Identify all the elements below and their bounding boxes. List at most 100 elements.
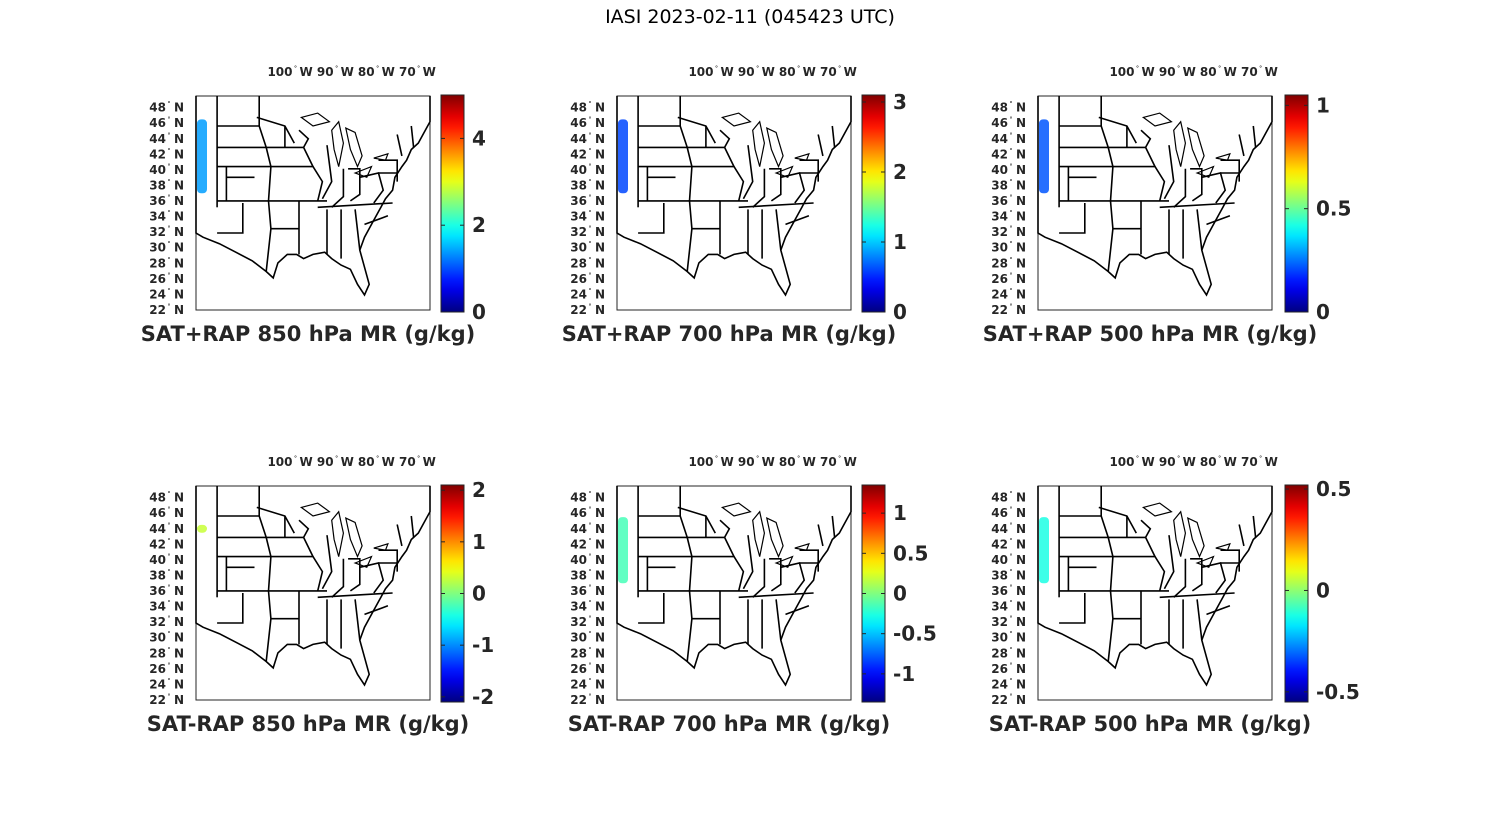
lat-tick-degree: ° xyxy=(168,631,171,638)
state-boundary xyxy=(1163,535,1175,590)
lon-tick-hemisphere: W xyxy=(1265,65,1278,79)
lon-tick-degree: ° xyxy=(417,65,420,72)
state-boundary xyxy=(348,557,361,592)
lat-tick-hemisphere: N xyxy=(595,522,605,536)
lat-tick-hemisphere: N xyxy=(595,303,605,317)
lat-tick-hemisphere: N xyxy=(174,506,184,520)
state-boundary xyxy=(298,519,310,538)
lat-tick-label: 46 xyxy=(991,506,1008,520)
lat-tick-degree: ° xyxy=(1010,553,1013,560)
lat-tick-degree: ° xyxy=(1010,677,1013,684)
lat-tick-degree: ° xyxy=(168,646,171,653)
lat-tick-hemisphere: N xyxy=(595,116,605,130)
lon-tick-degree: ° xyxy=(1177,455,1180,462)
state-boundary xyxy=(1252,125,1257,148)
colorbar-tick-label: -0.5 xyxy=(1316,680,1360,704)
lat-tick-label: 22 xyxy=(149,303,166,317)
lon-tick-hemisphere: W xyxy=(762,65,775,79)
state-boundary xyxy=(1144,147,1156,167)
coastline xyxy=(616,486,852,687)
lat-tick-hemisphere: N xyxy=(174,101,184,115)
state-boundary xyxy=(354,209,361,251)
lat-tick-label: 36 xyxy=(991,584,1008,598)
state-boundary xyxy=(270,555,324,592)
lat-tick-degree: ° xyxy=(1010,600,1013,607)
coastline xyxy=(616,96,852,297)
lon-tick-hemisphere: W xyxy=(423,65,436,79)
state-boundary xyxy=(354,599,361,641)
lat-tick-hemisphere: N xyxy=(174,163,184,177)
lat-tick-label: 32 xyxy=(149,225,166,239)
lat-tick-label: 48 xyxy=(991,491,1008,505)
swath-data xyxy=(197,524,207,533)
lat-tick-hemisphere: N xyxy=(174,225,184,239)
state-boundary xyxy=(638,203,665,234)
lake-outline xyxy=(765,127,784,169)
colorbar-tick-label: -1 xyxy=(472,633,494,657)
lat-tick-label: 38 xyxy=(570,178,587,192)
lat-tick-degree: ° xyxy=(1010,210,1013,217)
lat-tick-label: 44 xyxy=(570,132,587,146)
state-boundary xyxy=(1173,168,1187,208)
lat-tick-degree: ° xyxy=(1010,491,1013,498)
colorbar-tick-label: 1 xyxy=(893,230,907,254)
lon-tick-hemisphere: W xyxy=(1224,65,1237,79)
colorbar-tick-label: 2 xyxy=(472,478,486,502)
lat-tick-hemisphere: N xyxy=(595,491,605,505)
lat-tick-degree: ° xyxy=(168,693,171,700)
coastline xyxy=(1037,486,1273,687)
lat-tick-label: 30 xyxy=(570,631,587,645)
lat-tick-degree: ° xyxy=(168,272,171,279)
state-boundary xyxy=(1059,593,1086,624)
lake-outline xyxy=(720,502,752,517)
lat-tick-label: 34 xyxy=(570,210,587,224)
colorbar-tick-label: 0 xyxy=(1316,578,1330,602)
state-boundary xyxy=(742,535,754,590)
coastline xyxy=(195,96,431,297)
lat-tick-hemisphere: N xyxy=(595,615,605,629)
state-boundary xyxy=(1173,558,1187,598)
lat-tick-label: 26 xyxy=(991,662,1008,676)
state-boundary xyxy=(1112,555,1166,592)
lake-outline xyxy=(794,542,810,551)
state-boundary xyxy=(723,537,735,557)
lat-tick-label: 46 xyxy=(149,116,166,130)
lat-tick-label: 26 xyxy=(149,272,166,286)
colorbar-tick-label: 4 xyxy=(472,126,486,150)
colorbar-tick-label: -1 xyxy=(893,662,915,686)
lat-tick-degree: ° xyxy=(589,194,592,201)
lat-tick-label: 34 xyxy=(570,600,587,614)
lon-tick-degree: ° xyxy=(335,65,338,72)
lat-tick-degree: ° xyxy=(168,287,171,294)
lat-tick-degree: ° xyxy=(589,132,592,139)
state-boundary xyxy=(270,165,324,202)
lat-tick-label: 36 xyxy=(149,584,166,598)
lat-tick-label: 38 xyxy=(570,568,587,582)
state-boundary xyxy=(1238,134,1245,157)
state-boundary xyxy=(719,519,731,538)
lat-tick-degree: ° xyxy=(1010,178,1013,185)
lat-tick-degree: ° xyxy=(589,677,592,684)
state-boundary xyxy=(775,209,782,251)
colorbar-tick-label: 0.5 xyxy=(1316,477,1351,501)
lon-tick-label: 80 xyxy=(779,455,796,469)
panel-title: SAT-RAP 500 hPa MR (g/kg) xyxy=(989,712,1312,736)
lat-tick-hemisphere: N xyxy=(1016,677,1026,691)
colorbar-tick-label: 2 xyxy=(893,160,907,184)
lat-tick-label: 44 xyxy=(149,132,166,146)
state-boundary xyxy=(738,592,814,599)
lon-tick-label: 100 xyxy=(1109,455,1134,469)
state-boundary xyxy=(321,535,333,590)
lat-tick-label: 34 xyxy=(149,600,166,614)
state-boundary xyxy=(780,562,806,594)
state-boundary xyxy=(799,549,820,572)
swath-data xyxy=(1039,517,1049,584)
lat-tick-label: 28 xyxy=(991,256,1008,270)
lat-tick-hemisphere: N xyxy=(1016,210,1026,224)
lake-outline xyxy=(1173,120,1187,167)
lon-tick-degree: ° xyxy=(715,455,718,462)
lat-tick-hemisphere: N xyxy=(595,147,605,161)
lat-tick-label: 28 xyxy=(570,256,587,270)
map-frame xyxy=(195,485,431,701)
state-boundary xyxy=(359,562,385,594)
